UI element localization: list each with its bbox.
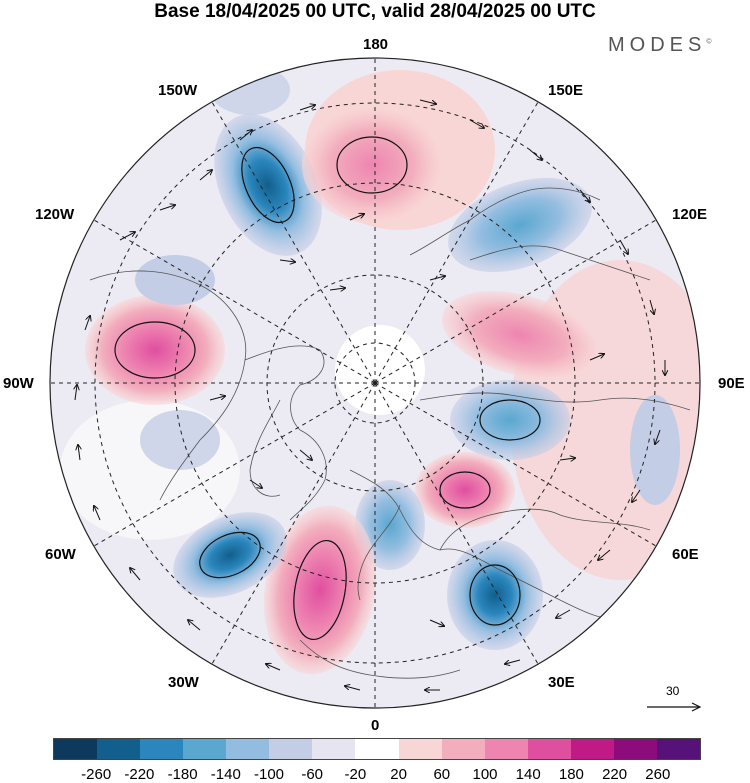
lon-label-120w: 120W [35,206,75,223]
anomaly-field [50,58,700,708]
colorbar-tick-label: 60 [433,766,451,783]
colorbar-swatch [441,739,485,759]
colorbar-tick-label: -140 [210,766,241,783]
wind-contours [114,136,541,641]
map-boundary [49,57,701,709]
colorbar-tick-label: 260 [645,766,671,783]
lon-label-30e: 30E [548,674,575,691]
colorbar-swatch [527,739,571,759]
colorbar-tick-label: 180 [558,766,584,783]
colorbar-tick-label: 140 [515,766,541,783]
colorbar-swatch [226,739,270,759]
lon-label-60w: 60W [45,546,76,563]
lon-label-30w: 30W [168,674,199,691]
colorbar-tick-label: -220 [124,766,155,783]
lon-label-90e: 90E [718,375,745,392]
positive-anomaly-hudson [85,295,225,405]
colorbar-tick-label: 220 [602,766,628,783]
colorbar-swatch [656,739,700,759]
colorbar-swatch [183,739,227,759]
colorbar-swatch [312,739,356,759]
colorbar-swatch [97,739,141,759]
lon-label-60e: 60E [672,546,699,563]
reference-vector-label: 30 [666,684,680,698]
graticule [50,58,700,708]
positive-anomaly-ural [415,452,515,528]
lon-label-0: 0 [371,717,380,734]
lon-label-150e: 150E [548,82,584,99]
lon-label-180: 180 [363,36,389,53]
reference-vector-arrow [647,702,702,712]
negative-anomaly-pacific [214,114,322,256]
colorbar-tick-label: -60 [301,766,324,783]
negative-anomaly-siberia-west [450,380,570,460]
colorbar-swatch [613,739,657,759]
negative-anomaly-scandinavia [355,480,425,570]
lon-label-120e: 120E [672,206,708,223]
lon-label-90w: 90W [3,375,34,392]
colorbar [53,738,701,760]
wind-vectors [75,99,665,690]
colorbar-swatch [484,739,528,759]
lon-label-150w: 150W [158,82,198,99]
colorbar-swatch [54,739,98,759]
negative-anomaly-west-atlantic [173,512,287,598]
positive-anomaly-siberia-central [442,291,598,379]
colorbar-swatch [570,739,614,759]
positive-anomaly-atlantic [263,505,377,675]
positive-anomaly-bering [302,107,442,223]
colorbar-tick-label: -20 [344,766,367,783]
colorbar-tick-label: -260 [81,766,112,783]
colorbar-swatch [140,739,184,759]
map-title: Base 18/04/2025 00 UTC, valid 28/04/2025… [154,1,596,22]
colorbar-tick-label: -100 [253,766,285,783]
coastlines [89,187,691,679]
colorbar-tick-label: 20 [390,766,407,783]
colorbar-swatch [355,739,399,759]
negative-anomaly-black-sea [447,540,543,650]
colorbar-tick-label: -180 [167,766,198,783]
colorbar-tick-label: 100 [472,766,498,783]
modes-logo: MODES© [608,34,712,56]
colorbar-swatch [398,739,442,759]
colorbar-swatch [269,739,313,759]
